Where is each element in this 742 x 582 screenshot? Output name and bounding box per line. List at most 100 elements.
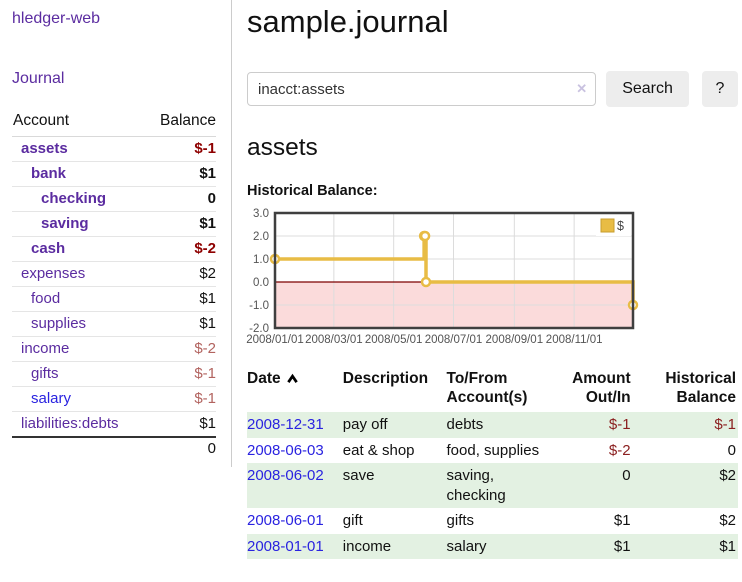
register-accounts-cell: salary [446, 537, 487, 555]
register-balance-cell: $-1 [714, 416, 736, 433]
svg-text:2008/09/01: 2008/09/01 [486, 334, 544, 346]
account-balance: $1 [144, 411, 216, 438]
account-row: saving $1 [12, 211, 216, 237]
register-date-cell: 2008-01-01 [247, 534, 343, 560]
sidebar-account-link-salary[interactable]: salary [31, 390, 72, 407]
svg-text:0.0: 0.0 [253, 277, 269, 289]
register-row: 2008-06-02 save saving, checking 0 $2 [247, 463, 738, 508]
register-description-cell: eat & shop [342, 441, 415, 459]
accounts-body: assets $-1 bank $1 checking 0 saving $1 cash $-2 e… [12, 136, 216, 438]
sidebar-account-link-supplies[interactable]: supplies [31, 315, 87, 332]
accounts-header-balance: Balance [144, 110, 216, 137]
account-row: salary $-1 [12, 386, 216, 412]
sidebar-item-journal[interactable]: Journal [12, 70, 65, 87]
register-accounts-cell: debts [446, 416, 484, 433]
register-date-cell: 2008-06-02 [247, 463, 343, 508]
svg-text:-1.0: -1.0 [249, 300, 269, 312]
sidebar-account-link-checking[interactable]: checking [41, 190, 107, 207]
register-accounts-cell: saving, checking [446, 467, 506, 504]
sort-ascending-icon [286, 373, 298, 383]
register-balance-cell: 0 [727, 441, 736, 459]
sidebar-account-link-cash[interactable]: cash [31, 240, 66, 257]
register-date-link[interactable]: 2008-06-01 [247, 512, 324, 529]
search-bar: ✕ Search ? [247, 71, 738, 107]
search-input-wrap: ✕ [247, 72, 597, 106]
account-balance: $-1 [144, 361, 216, 387]
accounts-header-row: Account Balance [12, 110, 216, 137]
account-balance: $1 [144, 286, 216, 312]
register-date-link[interactable]: 2008-12-31 [247, 416, 324, 433]
sidebar-account-link-expenses[interactable]: expenses [21, 265, 86, 282]
register-amount-cell: $-1 [608, 416, 631, 433]
account-row: income $-2 [12, 336, 216, 362]
legend-swatch [600, 218, 615, 233]
register-balance-cell: $1 [719, 537, 736, 555]
data-point-marker [420, 276, 432, 288]
register-header-description: Description [342, 370, 429, 387]
search-button[interactable]: Search [606, 71, 689, 107]
register-date-cell: 2008-06-03 [247, 438, 343, 464]
sidebar-account-link-income[interactable]: income [21, 340, 70, 357]
register-header-row: Date Description To/From Account(s) Amou… [247, 369, 738, 412]
register-date-link[interactable]: 2008-06-03 [247, 441, 324, 459]
legend-label: $ [617, 219, 624, 233]
account-heading: assets [247, 134, 318, 161]
svg-text:-2.0: -2.0 [249, 323, 269, 335]
help-button[interactable]: ? [701, 71, 738, 107]
account-row: liabilities:debts $1 [12, 411, 216, 438]
register-header-date[interactable]: Date [247, 369, 343, 412]
register-table: Date Description To/From Account(s) Amou… [247, 369, 738, 559]
svg-text:2008/07/01: 2008/07/01 [425, 334, 483, 346]
register-date-link[interactable]: 2008-01-01 [247, 537, 324, 555]
register-amount-cell: 0 [622, 467, 631, 484]
register-amount-cell: $1 [613, 537, 631, 555]
svg-text:2008/03/01: 2008/03/01 [305, 334, 363, 346]
register-date-cell: 2008-12-31 [247, 412, 343, 438]
account-row: gifts $-1 [12, 361, 216, 387]
account-balance: $-2 [144, 336, 216, 362]
register-row: 2008-06-03 eat & shop food, supplies $-2 0 [247, 438, 738, 464]
app-layout: hledger-web Journal Account Balance asse… [0, 0, 742, 559]
account-balance: $2 [144, 261, 216, 287]
account-row: checking 0 [12, 186, 216, 212]
account-balance: $-1 [144, 136, 216, 162]
svg-text:2008/01/01: 2008/01/01 [246, 334, 304, 346]
accounts-total-row: 0 [12, 436, 216, 461]
sidebar-account-link-assets[interactable]: assets [21, 140, 68, 157]
register-header-balance: Historical Balance [665, 370, 736, 406]
account-balance: 0 [144, 186, 216, 212]
account-row: expenses $2 [12, 261, 216, 287]
main-content: sample.journal ✕ Search ? assets Histori… [232, 0, 742, 559]
register-date-cell: 2008-06-01 [247, 508, 343, 534]
accounts-header-account: Account [12, 110, 145, 137]
register-header-amount: Amount Out/In [572, 370, 631, 406]
register-date-link[interactable]: 2008-06-02 [247, 467, 324, 484]
account-balance: $-1 [144, 386, 216, 412]
brand-link[interactable]: hledger-web [12, 10, 101, 27]
account-balance: $1 [144, 161, 216, 187]
account-row: supplies $1 [12, 311, 216, 337]
account-balance: $-2 [144, 236, 216, 262]
register-description-cell: save [342, 467, 375, 484]
sidebar-account-link-liabilities:debts[interactable]: liabilities:debts [21, 415, 119, 432]
sidebar-account-link-gifts[interactable]: gifts [31, 365, 59, 382]
register-accounts-cell: gifts [446, 512, 475, 529]
clear-search-icon[interactable]: ✕ [576, 81, 588, 96]
register-balance-cell: $2 [719, 512, 736, 529]
sidebar: hledger-web Journal Account Balance asse… [0, 0, 232, 467]
sidebar-nav: Journal [12, 70, 231, 88]
account-row: cash $-2 [12, 236, 216, 262]
register-description-cell: gift [342, 512, 363, 529]
register-header-accounts: To/From Account(s) [446, 370, 528, 406]
svg-text:2008/11/01: 2008/11/01 [546, 334, 603, 346]
register-amount-cell: $-2 [608, 441, 631, 459]
sidebar-account-link-saving[interactable]: saving [41, 215, 89, 232]
svg-text:3.0: 3.0 [253, 208, 269, 220]
sidebar-account-link-bank[interactable]: bank [31, 165, 67, 182]
data-point-marker [419, 230, 431, 242]
register-accounts-cell: food, supplies [446, 441, 540, 459]
search-input[interactable] [247, 72, 597, 106]
register-description-cell: pay off [342, 416, 388, 433]
sidebar-account-link-food[interactable]: food [31, 290, 61, 307]
